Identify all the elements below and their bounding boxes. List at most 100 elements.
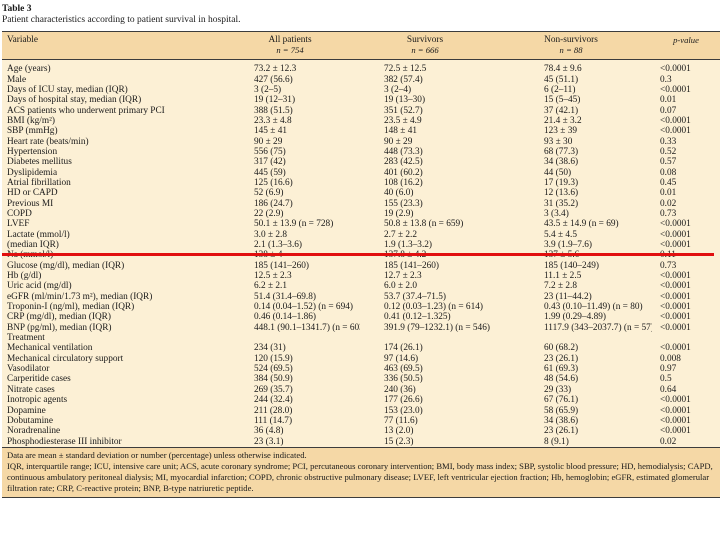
cell-variable: Diabetes mellitus [7,157,72,168]
cell-p-value: 0.01 [660,188,677,199]
cell-all-patients: 3 (2–5) [254,84,282,95]
cell-variable: Hypertension [7,146,58,157]
cell-p-value: <0.0001 [660,302,691,313]
cell-p-value: <0.0001 [660,322,691,333]
table-row: COPD 22 (2.9) 19 (2.9) 3 (3.4) 0.73 [2,209,720,219]
cell-all-patients: 36 (4.8) [254,426,284,437]
table-row: Dobutamine 111 (14.7) 77 (11.6) 34 (38.6) <0… [2,416,720,426]
cell-variable: Noradrenaline [7,426,61,437]
cell-p-value: <0.0001 [660,219,691,230]
cell-non-survivors: 17 (19.3) [544,177,579,188]
cell-all-patients: 145 ± 41 [254,126,287,137]
cell-non-survivors: 31 (35.2) [544,198,579,209]
cell-non-survivors: 11.1 ± 2.5 [544,271,582,282]
cell-variable: Mechanical circulatory support [7,353,124,364]
cell-all-patients: 6.2 ± 2.1 [254,281,287,292]
cell-survivors: 463 (69.5) [384,364,423,375]
cell-all-patients: 23.3 ± 4.8 [254,115,292,126]
cell-variable: Dopamine [7,405,46,416]
cell-variable: Days of hospital stay, median (IQR) [7,95,142,106]
cell-p-value: 0.73 [660,208,677,219]
footnote-data-note: Data are mean ± standard deviation or nu… [7,449,307,460]
cell-survivors: 19 (13–30) [384,95,426,106]
cell-p-value: <0.0001 [660,229,691,240]
cell-p-value: <0.0001 [660,291,691,302]
cell-non-survivors: 34 (38.6) [544,415,579,426]
cell-survivors: 1.9 (1.3–3.2) [384,240,433,251]
cell-non-survivors: 48 (54.6) [544,374,579,385]
cell-all-patients: 556 (75) [254,146,286,157]
header-non-survivors: Non-survivors n = 88 [490,32,652,60]
cell-non-survivors [490,333,652,343]
cell-non-survivors: 23 (11–44.2) [544,291,592,302]
cell-variable: Male [7,74,27,85]
cell-non-survivors: 5.4 ± 4.5 [544,229,577,240]
table-row: Hb (g/dl) 12.5 ± 2.3 12.7 ± 2.3 11.1 ± 2.5 <… [2,271,720,281]
cell-variable: Dyslipidemia [7,167,58,178]
cell-non-survivors: 6 (2–11) [544,84,576,95]
cell-non-survivors: 8 (9.1) [544,436,569,447]
cell-survivors: 0.12 (0.03–1.23) (n = 614) [384,302,483,313]
cell-survivors: 108 (16.2) [384,177,423,188]
cell-survivors: 283 (42.5) [384,157,423,168]
table-row: Nitrate cases 269 (35.7) 240 (36) 29 (33) 0.… [2,385,720,395]
cell-variable: Atrial fibrillation [7,177,71,188]
cell-all-patients: 211 (28.0) [254,405,293,416]
cell-variable: Glucose (mg/dl), median (IQR) [7,260,125,271]
cell-non-survivors: 45 (51.1) [544,74,579,85]
footnote-abbreviations: IQR, interquartile range; ICU, intensive… [7,460,713,493]
cell-survivors: 2.7 ± 2.2 [384,229,417,240]
cell-variable: Treatment [7,333,45,344]
cell-p-value: <0.0001 [660,115,691,126]
header-p-label: p-value [673,35,699,45]
cell-non-survivors: 3.9 (1.9–7.6) [544,240,593,251]
cell-variable: BNP (pg/ml), median (IQR) [7,322,112,333]
cell-all-patients: 51.4 (31.4–69.8) [254,291,316,302]
cell-variable: Nitrate cases [7,384,55,395]
cell-p-value: <0.0001 [660,64,691,75]
table-row: ACS patients who underwent primary PCI 38… [2,105,720,116]
cell-all-patients: 269 (35.7) [254,384,293,395]
cell-non-survivors: 43.5 ± 14.9 (n = 69) [544,219,619,230]
cell-survivors: 53.7 (37.4–71.5) [384,291,446,302]
table-figure: Table 3 Patient characteristics accordin… [2,0,720,498]
cell-p-value: <0.0001 [660,126,691,137]
cell-survivors: 153 (23.0) [384,405,423,416]
cell-survivors: 336 (50.5) [384,374,423,385]
table-row: BMI (kg/m²) 23.3 ± 4.8 23.5 ± 4.9 21.4 ± 3.… [2,116,720,126]
header-p-value: p-value [652,32,720,60]
cell-survivors: 19 (2.9) [384,208,414,219]
table-row: Days of hospital stay, median (IQR) 19 (1… [2,95,720,105]
table-row: LVEF 50.1 ± 13.9 (n = 728) 50.8 ± 13.8 (n … [2,219,720,229]
cell-variable: Troponin-I (ng/ml), median (IQR) [7,302,135,313]
cell-all-patients: 234 (31) [254,343,286,354]
cell-survivors: 97 (14.6) [384,353,419,364]
cell-p-value: <0.0001 [660,343,691,354]
cell-survivors: 382 (57.4) [384,74,423,85]
table-row: Male 427 (56.6) 382 (57.4) 45 (51.1) 0.3 [2,74,720,85]
table-row: Troponin-I (ng/ml), median (IQR) 0.14 (0.… [2,302,720,312]
cell-survivors: 3 (2–4) [384,84,412,95]
cell-p-value: 0.73 [660,260,677,271]
cell-p-value: 0.97 [660,364,677,375]
cell-p-value: 0.01 [660,95,677,106]
cell-non-survivors: 7.2 ± 2.8 [544,281,577,292]
table-row: Dopamine 211 (28.0) 153 (23.0) 58 (65.9) <0.… [2,405,720,416]
cell-variable: HD or CAPD [7,188,58,199]
red-annotation-line [2,253,714,256]
cell-p-value [652,333,720,343]
cell-all-patients: 186 (24.7) [254,198,293,209]
table-row: Glucose (mg/dl), median (IQR) 185 (141–26… [2,261,720,271]
table-row: SBP (mmHg) 145 ± 41 148 ± 41 123 ± 39 <0.000… [2,126,720,136]
table-caption: Table 3 Patient characteristics accordin… [2,0,720,26]
cell-p-value: <0.0001 [660,281,691,292]
header-non-n: n = 88 [559,45,583,55]
cell-all-patients: 111 (14.7) [254,415,293,426]
table-row: Heart rate (beats/min) 90 ± 29 90 ± 29 93 ±… [2,136,720,147]
cell-variable: COPD [7,208,32,219]
cell-survivors: 12.7 ± 2.3 [384,271,422,282]
table-row: Hypertension 556 (75) 448 (73.3) 68 (77.3) 0… [2,147,720,157]
cell-survivors: 155 (23.3) [384,198,423,209]
header-surv-label: Survivors [406,35,444,45]
cell-all-patients: 448.1 (90.1–1341.7) (n = 603) [254,322,360,333]
